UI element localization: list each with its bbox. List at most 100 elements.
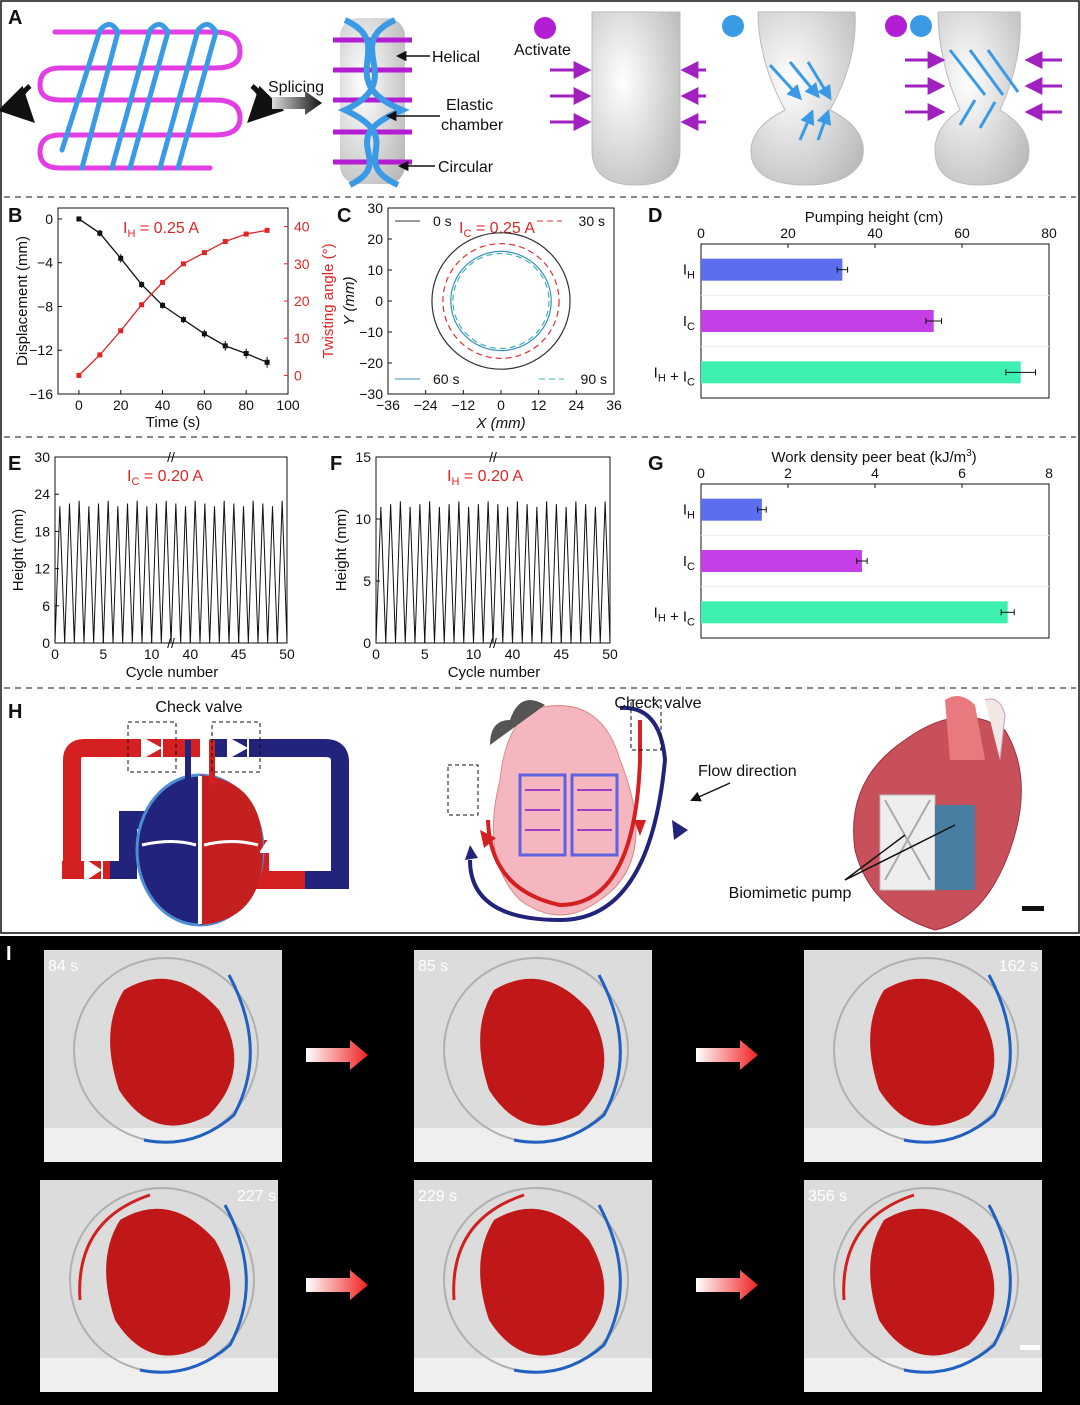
bar [701, 550, 862, 572]
blue-tube [143, 974, 252, 1144]
category-label: IH [683, 502, 695, 522]
series-line-left [78, 218, 268, 363]
contour-60s [450, 250, 552, 352]
data-point [222, 238, 228, 244]
twist-lines [948, 49, 1020, 129]
x-axis-label: Time (s) [146, 414, 200, 431]
blue-tube [139, 1204, 248, 1374]
y-tick-label: 0 [375, 293, 383, 309]
red-tube [452, 1193, 525, 1301]
photo-floor [414, 1358, 652, 1392]
photo-floor [804, 1128, 1042, 1162]
tube-twisted [750, 11, 864, 186]
y-tick-label: −20 [359, 355, 383, 371]
y-tick-label: 15 [355, 449, 371, 465]
y-tick-label: 24 [34, 486, 50, 502]
panel-d: D Pumping height (cm) 0 20 40 60 80 IH IC IH + … [648, 205, 1057, 399]
y-tick-label: −12 [29, 342, 53, 358]
x-tick-label: 10 [466, 646, 482, 662]
current-annotation: IH = 0.25 A [123, 220, 199, 240]
data-point [222, 343, 228, 349]
x-tick-label: 60 [197, 397, 213, 413]
y-axis-label: Height (mm) [10, 509, 27, 592]
blue-tube [513, 1204, 622, 1374]
y-tick-label: −16 [29, 386, 53, 402]
x-tick-label: 60 [954, 225, 970, 241]
x-tick-label: 0 [497, 397, 505, 413]
activate-label: Activate [514, 42, 571, 59]
x-tick-label: 0 [75, 397, 83, 413]
x-tick-label: 40 [183, 646, 199, 662]
x-tick-label: 0 [51, 646, 59, 662]
category-label: IH [683, 262, 695, 282]
timestamp-label: 162 s [999, 958, 1038, 975]
y-tick-label: 18 [34, 523, 50, 539]
y-tick-label: −8 [37, 298, 53, 314]
x-tick-label: 20 [780, 225, 796, 241]
pointer [844, 834, 906, 881]
rotate-arrow-right [247, 84, 285, 123]
y-tick-label: −4 [37, 255, 53, 271]
y-tick-label: 12 [34, 561, 50, 577]
data-point [201, 331, 207, 337]
splicing-label: Splicing [268, 79, 324, 96]
y-tick-label-right: 30 [294, 256, 310, 272]
splicing-arrow [272, 91, 322, 115]
elastic-label: Elastic [446, 97, 493, 114]
panel-label-d: D [648, 205, 662, 227]
x-tick-label: 0 [697, 465, 705, 481]
blue-tube [903, 974, 1012, 1144]
axis-break-mark: // [167, 635, 175, 651]
data-point [97, 352, 103, 358]
y-axis-label-left: Displacement (mm) [14, 236, 31, 366]
panel-c: C IC = 0.25 A X (mm) Y (mm) −36 −24 −12 0 12… [337, 200, 622, 432]
red-heart-model [480, 978, 605, 1126]
valve-icon [84, 858, 103, 882]
x-tick-label: 5 [99, 646, 107, 662]
data-point [264, 359, 270, 365]
x-tick-label: 80 [238, 397, 254, 413]
red-tube [842, 1193, 915, 1301]
panel-label-a: A [8, 7, 22, 29]
y-axis-label: Height (mm) [333, 509, 350, 592]
blue-dot [722, 15, 744, 37]
data-point [264, 227, 270, 233]
x-tick-label: 2 [784, 465, 792, 481]
x-tick-label: 20 [113, 397, 129, 413]
data-point [180, 261, 186, 267]
current-annotation: IC = 0.25 A [459, 220, 535, 240]
y-tick-label-right: 40 [294, 219, 310, 235]
timestamp-label: 229 s [418, 1188, 457, 1205]
series-line-right [78, 229, 268, 376]
x-tick-label: 4 [871, 465, 879, 481]
x-tick-label: 40 [867, 225, 883, 241]
height-trace [375, 501, 611, 644]
data-point [76, 216, 82, 222]
x-tick-label: 50 [279, 646, 295, 662]
sequence-arrow [306, 1270, 368, 1300]
timestamp-label: 227 s [237, 1188, 276, 1205]
x-tick-label: 12 [531, 397, 547, 413]
data-point [201, 250, 207, 256]
data-point [118, 328, 124, 334]
check-valve-box [127, 721, 177, 773]
panel-e: E IC = 0.20 A Cycle number Height (mm) 0… [8, 449, 295, 681]
panel-label-b: B [8, 205, 22, 227]
panel-i: I 84 s 85 s 162 s 227 s 229 s 356 s [0, 936, 1080, 1405]
red-heart-model [106, 1208, 231, 1356]
tube-unactuated [591, 11, 681, 186]
biomimetic-pump-label: Biomimetic pump [729, 885, 852, 902]
valve-icon [141, 736, 163, 760]
blue-dot [910, 15, 932, 37]
data-point [243, 351, 249, 357]
y-tick-label: 5 [363, 573, 371, 589]
y-tick-label: 10 [355, 511, 371, 527]
blue-tube [903, 1204, 1012, 1374]
category-label: IC [683, 553, 695, 573]
category-label: IH + IC [654, 364, 695, 388]
current-annotation: IH = 0.20 A [447, 468, 523, 488]
sequence-arrow [696, 1270, 758, 1300]
x-tick-label: −36 [376, 397, 400, 413]
y-tick-label-right: 10 [294, 330, 310, 346]
